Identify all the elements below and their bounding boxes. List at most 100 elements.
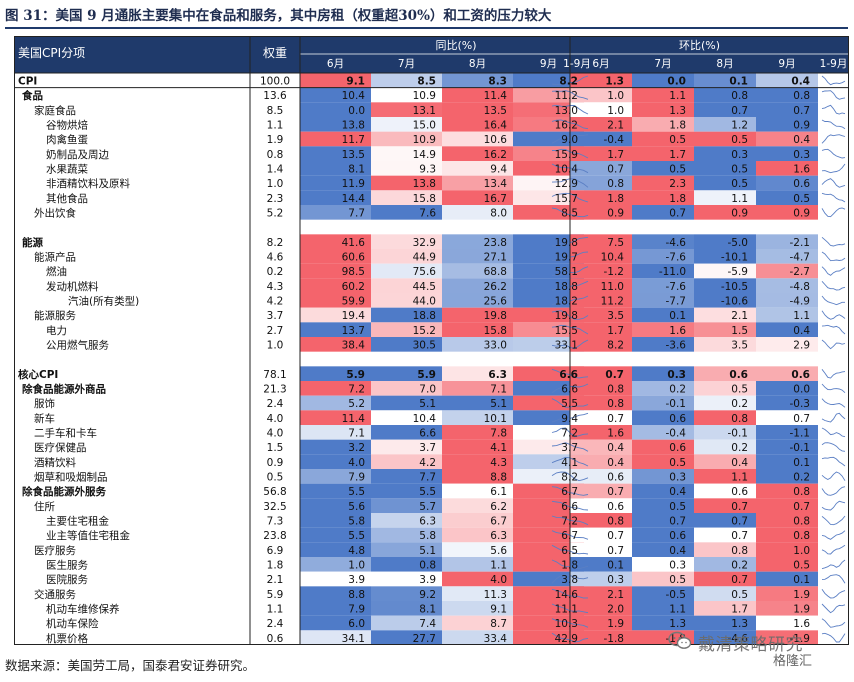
mom-cell	[694, 615, 756, 631]
yoy-value: 44.5	[413, 281, 436, 293]
yoy-value: 3.7	[419, 442, 436, 454]
mom-cell	[756, 73, 818, 88]
row-weight: 5.9	[267, 589, 284, 601]
header-bg	[14, 36, 849, 73]
yoy-cell	[513, 234, 584, 249]
row-weight: 2.4	[267, 398, 284, 410]
mom-value: 0.7	[731, 530, 748, 542]
yoy-cell	[513, 293, 584, 308]
row-label: 汽油(所有类型)	[68, 294, 139, 307]
mom-cell	[756, 586, 818, 601]
yoy-cell	[513, 131, 584, 147]
mom-sparkline	[821, 236, 846, 247]
yoy-value: 33.4	[484, 633, 508, 645]
mom-value: 0.5	[669, 501, 686, 513]
mom-cell	[632, 87, 694, 103]
mom-value: 1.0	[607, 105, 624, 117]
yoy-cell	[371, 410, 442, 425]
yoy-cell	[300, 175, 371, 191]
mom-cell	[694, 175, 756, 191]
yoy-cell	[513, 483, 584, 499]
yoy-cell	[371, 337, 442, 352]
mom-value: 2.0	[607, 603, 624, 615]
yoy-cell	[300, 557, 371, 572]
mom-value: 0.7	[607, 486, 624, 498]
yoy-cell	[371, 190, 442, 205]
mom-sparkline	[821, 266, 846, 276]
yoy-cell	[442, 395, 513, 411]
yoy-value: 41.6	[342, 237, 366, 249]
mom-cell	[694, 205, 756, 220]
yoy-value: 9.1	[490, 603, 507, 615]
yoy-value: 11.2	[555, 90, 578, 102]
yoy-value: 19.4	[342, 310, 366, 322]
mom-value: 0.8	[731, 545, 748, 557]
mom-cell	[694, 381, 756, 396]
mom-value: -4.7	[790, 251, 811, 263]
mom-value: 0.3	[793, 149, 810, 161]
mom-cell	[756, 483, 818, 499]
yoy-value: 58.1	[555, 266, 578, 278]
table-cells	[300, 73, 818, 645]
row-weight: 32.5	[263, 501, 286, 513]
yoy-cell	[442, 293, 513, 308]
mom-value: 0.7	[669, 207, 686, 219]
yoy-cell	[442, 307, 513, 323]
yoy-cell	[513, 337, 584, 352]
yoy-value: 10.1	[484, 413, 507, 425]
yoy-value: 10.4	[555, 163, 579, 175]
mom-sparkline	[821, 515, 846, 526]
yoy-cell	[442, 410, 513, 425]
yoy-cell	[371, 322, 442, 337]
table-grid-lines	[14, 36, 849, 645]
mom-value: -1.1	[790, 427, 811, 439]
mom-cell	[632, 131, 694, 147]
yoy-value: 7.1	[490, 383, 507, 395]
mom-cell	[756, 469, 818, 484]
mom-value: 0.5	[793, 559, 810, 571]
mom-sparkline	[821, 280, 846, 291]
yoy-value: 5.1	[419, 545, 436, 557]
mom-cell	[632, 615, 694, 631]
yoy-cell	[513, 249, 584, 264]
mom-value: 0.4	[793, 325, 810, 337]
mom-cell	[694, 527, 756, 543]
yoy-cell	[371, 630, 442, 645]
yoy-cell	[300, 322, 371, 337]
mom-value: 0.2	[669, 383, 686, 395]
mom-value: -0.1	[666, 398, 687, 410]
mom-value: 2.1	[731, 310, 748, 322]
mom-cell	[570, 146, 632, 161]
mom-cell	[756, 454, 818, 469]
mom-value: -0.1	[728, 427, 749, 439]
yoy-value: 5.5	[348, 530, 365, 542]
yoy-value: 6.7	[490, 515, 507, 527]
yoy-cell	[513, 117, 584, 132]
mom-value: 0.7	[793, 105, 810, 117]
yoy-cell	[442, 73, 513, 88]
row-label: 服饰	[34, 397, 55, 410]
yoy-value: 0.0	[348, 105, 365, 117]
yoy-cell	[300, 278, 371, 293]
yoy-value: 7.6	[419, 207, 436, 219]
yoy-cell	[513, 366, 584, 381]
mom-value: 0.4	[731, 457, 748, 469]
yoy-value: 8.0	[490, 207, 507, 219]
mom-sparkline	[821, 369, 846, 379]
mom-value: -2.7	[790, 266, 811, 278]
row-weight: 6.9	[267, 545, 284, 557]
mom-value: -3.6	[666, 339, 687, 351]
mom-value: 0.6	[669, 442, 686, 454]
row-weight: 0.5	[267, 471, 284, 483]
mom-sparkline	[821, 456, 846, 467]
yoy-value: 9.4	[490, 163, 507, 175]
yoy-cell	[513, 615, 584, 631]
yoy-cell	[300, 131, 371, 147]
yoy-value: 15.7	[555, 193, 578, 205]
yoy-cell	[300, 307, 371, 323]
mom-sparkline	[821, 486, 846, 496]
mom-cell	[570, 175, 632, 191]
yoy-cell	[371, 586, 442, 601]
mom-sparkline	[821, 559, 846, 570]
yoy-cell	[300, 527, 371, 543]
